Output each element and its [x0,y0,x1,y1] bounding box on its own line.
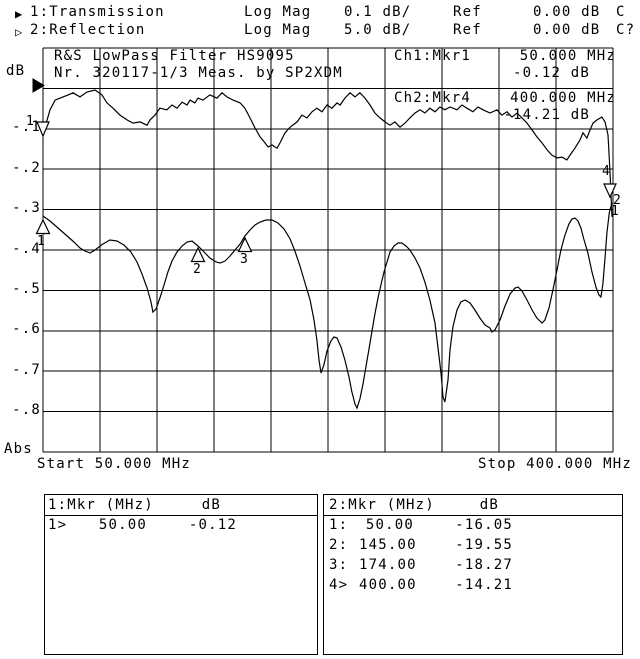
trace2-ref-value: 0.00 dB [533,22,601,38]
marker2-ch2-number: 2 [193,262,201,277]
marker3-ch2-triangle-icon [237,236,253,253]
trace1-ref-value: 0.00 dB [533,4,601,20]
marker3-ch2-number: 3 [240,252,248,267]
marker-row: 2: 145.00 -19.55 [324,537,622,557]
marker-table-ch1-title: 1:Mkr (MHz) [48,497,154,513]
stop-freq-label: Stop 400.000 MHz [477,456,632,472]
marker-row-freq: 145.00 [359,537,417,553]
ch1-marker-readout-level: -0.12 dB [512,65,590,81]
trace2-cal-status: C? [616,22,636,38]
marker-row-freq: 400.00 [359,577,417,593]
measurement-chart [32,47,617,453]
marker1-ch2-triangle-icon [35,218,51,235]
marker1-ch1-number: 1 [26,114,34,129]
trace2-inactive-icon: ▷ [15,25,23,39]
marker-table-ch2-header: 2:Mkr (MHz) dB [324,495,622,516]
marker-table-ch1: 1:Mkr (MHz) dB 1> 50.00 -0.12 [44,494,318,655]
marker-row-num: 4> [329,577,349,593]
y-tick-label: -.5 [12,281,41,297]
marker1-ch1-triangle-icon [36,121,50,138]
marker1-ch2-number: 1 [37,234,45,249]
trace1-end-number: 1 [611,204,619,219]
ch1-marker-readout-freq: 50.000 MHz [519,48,616,64]
chart-title-line2: Nr. 320117-1/3 Meas. by SP2XDM [54,65,343,81]
ch2-marker-readout-level: -14.21 dB [503,107,590,123]
y-tick-label: -.1 [12,119,41,135]
start-freq-label: Start 50.000 MHz [37,456,192,472]
ch2-marker-readout-label: Ch2:Mkr4 [394,90,472,106]
trace1-active-icon: ▶ [15,7,23,21]
marker-table-ch2: 2:Mkr (MHz) dB 1: 50.00 -16.05 2: 145.00 -19.… [323,494,623,655]
trace2-ref-label: Ref [453,22,482,38]
marker-row-db: -19.55 [455,537,513,553]
trace2-label: 2:Reflection [30,22,146,38]
trace2-format: Log Mag [244,22,312,38]
trace2-end-number: 2 [613,193,621,208]
marker-row-db: -18.27 [455,557,513,573]
marker-row-freq: 50.00 [98,517,147,533]
marker-row-num: 1> [48,517,68,533]
y-tick-label: -.8 [12,402,41,418]
transmission-trace [42,89,613,217]
marker-row-num: 2: [329,537,349,553]
marker-row-num: 1: [329,517,349,533]
ch1-marker-readout-label: Ch1:Mkr1 [394,48,472,64]
y-tick-label: -.2 [12,160,41,176]
marker-row: 3: 174.00 -18.27 [324,557,622,577]
y-tick-label: -.4 [12,241,41,257]
y-axis-unit-label: dB [6,63,26,79]
marker-table-ch2-unit: dB [479,497,499,513]
ch2-marker-readout-freq: 400.000 MHz [510,90,616,106]
trace1-scale: 0.1 dB/ [344,4,412,20]
marker-row-freq: 50.00 [365,517,414,533]
ref-level-icon [32,78,45,93]
y-tick-label: -.7 [12,362,41,378]
marker4-ch2-number: 4 [602,164,610,179]
trace1-ref-label: Ref [453,4,482,20]
marker-row: 1: 50.00 -16.05 [324,517,622,537]
marker-row-freq: 174.00 [359,557,417,573]
marker-table-ch1-rows: 1> 50.00 -0.12 [45,517,317,537]
trace1-format: Log Mag [244,4,312,20]
y-tick-label: -.6 [12,321,41,337]
trace1-label: 1:Transmission [30,4,165,20]
y-tick-label: -.3 [12,200,41,216]
trace2-scale: 5.0 dB/ [344,22,412,38]
trace1-cal-status: C [616,4,626,20]
marker-table-ch2-rows: 1: 50.00 -16.05 2: 145.00 -19.55 3: 174.00 -18.2… [324,517,622,597]
marker-row-db: -0.12 [188,517,237,533]
marker-row-db: -14.21 [455,577,513,593]
marker-row: 4> 400.00 -14.21 [324,577,622,597]
marker-table-ch2-title: 2:Mkr (MHz) [329,497,435,513]
chart-grid [42,47,614,453]
reflection-trace [42,203,613,410]
marker4-ch2-triangle-icon [603,183,617,199]
marker-row-db: -16.05 [455,517,513,533]
marker-table-ch1-header: 1:Mkr (MHz) dB [45,495,317,516]
marker-row: 1> 50.00 -0.12 [45,517,317,537]
marker-row-num: 3: [329,557,349,573]
y-axis-abs-label: Abs [4,441,33,457]
marker-table-ch1-unit: dB [201,497,221,513]
chart-title-line1: R&S LowPass Filter HS9095 [54,48,295,64]
marker2-ch2-triangle-icon [190,246,206,263]
